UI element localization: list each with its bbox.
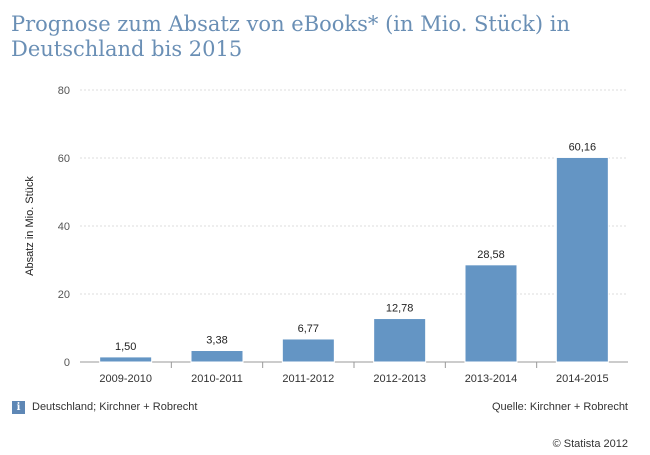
bar[interactable]	[464, 264, 518, 363]
y-tick-label: 0	[64, 357, 70, 369]
y-tick-label: 80	[58, 85, 70, 97]
bar[interactable]	[281, 338, 335, 363]
bars	[99, 156, 609, 363]
x-tick-label: 2012-2013	[373, 373, 426, 385]
x-tick-label: 2009-2010	[99, 373, 152, 385]
grid-lines	[80, 89, 628, 363]
info-icon[interactable]: i	[12, 401, 25, 414]
chart-title: Prognose zum Absatz von eBooks* (in Mio.…	[11, 12, 570, 61]
y-axis-ticks: 0 20 40 60 80	[58, 85, 70, 369]
y-tick-label: 20	[58, 289, 70, 301]
x-axis-ticks: 2009-2010 2010-2011 2011-2012 2012-2013 2013…	[99, 362, 609, 385]
value-label: 3,38	[206, 335, 227, 347]
x-tick-label: 2013-2014	[465, 373, 518, 385]
bar[interactable]	[190, 350, 244, 363]
value-labels: 1,50 3,38 6,77 12,78 28,58 60,16	[115, 141, 596, 352]
x-tick-label: 2010-2011	[191, 373, 243, 385]
value-label: 1,50	[115, 341, 136, 353]
value-label: 28,58	[477, 249, 505, 261]
y-tick-label: 40	[58, 221, 70, 233]
x-tick-label: 2011-2012	[282, 373, 334, 385]
value-label: 12,78	[386, 303, 414, 315]
source-note[interactable]: Quelle: Kirchner + Robrecht	[491, 401, 628, 413]
x-tick-label: 2014-2015	[556, 373, 609, 385]
bar[interactable]	[373, 318, 427, 363]
copyright[interactable]: © Statista 2012	[552, 438, 628, 450]
value-label: 60,16	[569, 141, 597, 153]
region-note: Deutschland; Kirchner + Robrecht	[32, 401, 198, 413]
bar[interactable]	[555, 156, 609, 363]
value-label: 6,77	[298, 323, 319, 335]
bar[interactable]	[99, 356, 153, 363]
y-tick-label: 60	[58, 153, 70, 165]
y-axis-label: Absatz in Mio. Stück	[24, 176, 36, 276]
